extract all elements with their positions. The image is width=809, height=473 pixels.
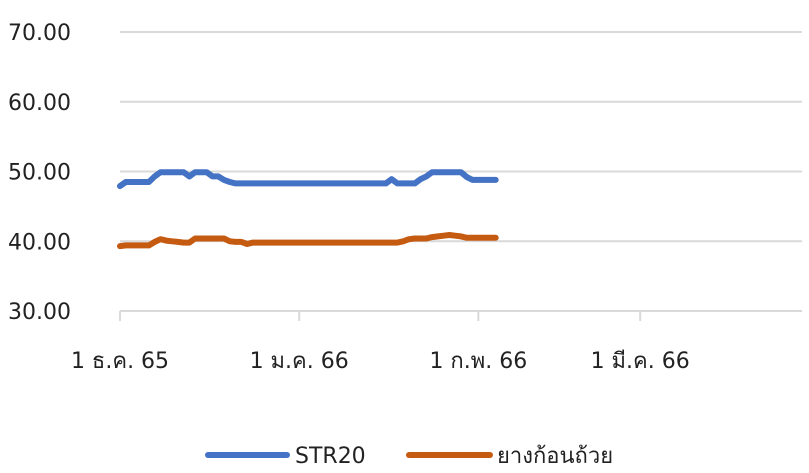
y-tick-label: 30.00 bbox=[8, 300, 71, 325]
legend-label: ยางก้อนถ้วย bbox=[497, 444, 613, 469]
legend: STR20 ยางก้อนถ้วย bbox=[205, 444, 613, 469]
y-tick-label: 50.00 bbox=[8, 161, 71, 186]
y-tick-label: 70.00 bbox=[8, 21, 71, 46]
series-line-str20 bbox=[117, 169, 499, 190]
legend-label: STR20 bbox=[295, 444, 366, 469]
plot-area bbox=[117, 169, 499, 250]
y-tick-label: 60.00 bbox=[8, 91, 71, 116]
x-tick-label: 1 ม.ค. 66 bbox=[250, 349, 349, 374]
y-axis: 70.00 60.00 50.00 40.00 30.00 bbox=[8, 21, 71, 325]
series-line-cup-lump bbox=[117, 232, 499, 250]
x-tick-label: 1 ก.พ. 66 bbox=[429, 349, 527, 374]
x-tick-label: 1 ธ.ค. 65 bbox=[71, 349, 169, 374]
y-tick-label: 40.00 bbox=[8, 230, 71, 255]
x-tick-label: 1 มี.ค. 66 bbox=[591, 349, 690, 374]
x-axis: 1 ธ.ค. 65 1 ม.ค. 66 1 ก.พ. 66 1 มี.ค. 66 bbox=[71, 310, 802, 374]
gridlines bbox=[120, 31, 802, 243]
